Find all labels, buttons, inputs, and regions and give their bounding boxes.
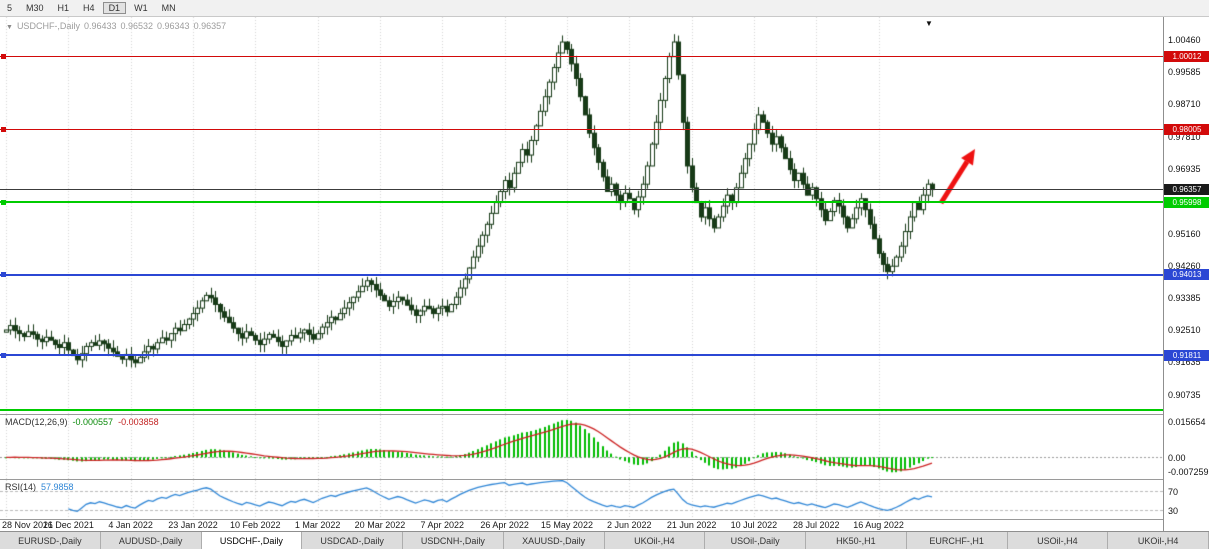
rsi-level-30-label: 30 (1168, 506, 1179, 516)
resistance-line-0-98005-handle[interactable] (1, 126, 6, 132)
support-line-0-95998[interactable] (0, 201, 1163, 204)
resistance-line-0-98005[interactable] (0, 128, 1163, 130)
timeframe-toolbar: 5 M30 H1 H4 D1 W1 MN (0, 0, 1209, 17)
date-label: 26 Apr 2022 (480, 520, 529, 530)
chart-tab-usdcad-daily[interactable]: USDCAD-,Daily (302, 532, 403, 549)
resistance-line-1-00012-handle[interactable] (1, 53, 6, 59)
date-label: 2 Jun 2022 (606, 520, 652, 530)
price-tick-1.00460: 1.00460 (1168, 35, 1201, 46)
macd-name: MACD(12,26,9) (5, 417, 68, 427)
date-label: 23 Jan 2022 (168, 520, 218, 530)
date-label: 16 Aug 2022 (853, 520, 904, 530)
support-line-0-94013-handle[interactable] (1, 272, 6, 278)
chart-tab-ukoil-h4[interactable]: UKOil-,H4 (604, 532, 706, 549)
date-label: 15 May 2022 (540, 520, 593, 530)
date-label: 10 Jul 2022 (730, 520, 778, 530)
price-tick-0.97810: 0.97810 (1168, 131, 1201, 142)
resistance-line-1-00012[interactable] (0, 55, 1163, 57)
price-tick-0.93385: 0.93385 (1168, 293, 1201, 304)
date-label: 28 Nov 2021 (2, 520, 54, 530)
ohlc-high: 0.96532 (120, 21, 154, 31)
date-label: 4 Jan 2022 (108, 520, 153, 530)
rsi-label-row: RSI(14) 57.9858 (5, 482, 79, 492)
rsi-level-70-label: 70 (1168, 487, 1179, 498)
rsi-indicator-canvas[interactable] (0, 480, 1163, 519)
price-chart-canvas[interactable] (0, 17, 1163, 414)
resistance-line-0-98005-price-badge: 0.98005 (1164, 123, 1209, 135)
support-line-0-95998-price-badge: 0.95998 (1164, 196, 1209, 208)
chart-objects-overlay (0, 17, 1163, 414)
macd-axis-zero: 0.00 (1168, 453, 1186, 464)
support-line-0-91811-price-badge: 0.91811 (1164, 349, 1209, 361)
price-axis[interactable]: 0.015654 0.00 -0.007259 70 30 1.00460 0.9… (1163, 17, 1209, 531)
date-axis[interactable]: 28 Nov 2021 16 Dec 2021 4 Jan 2022 23 Jan 2… (0, 520, 1163, 531)
support-line-0-95998-handle[interactable] (1, 199, 6, 205)
chart-tab-eurusd-daily[interactable]: EURUSD-,Daily (0, 532, 101, 549)
timeframe-button-h1[interactable]: H1 (57, 3, 70, 13)
date-label: 28 Jul 2022 (792, 520, 840, 530)
price-tick-0.95160: 0.95160 (1168, 228, 1201, 239)
chart-tab-usdcnh-daily[interactable]: USDCNH-,Daily (403, 532, 504, 549)
current-bid-line[interactable] (0, 188, 1163, 190)
rsi-value: 57.9858 (41, 482, 74, 492)
chart-title-row: ▼ USDCHF-,Daily 0.96433 0.96532 0.96343 0.963… (6, 21, 230, 31)
symbol-tab-bar: EURUSD-,Daily AUDUSD-,Daily USDCHF-,Daily U… (0, 531, 1209, 549)
price-tick-0.94260: 0.94260 (1168, 261, 1201, 272)
chart-tab-ukoil-h4[interactable]: UKOil-,H4 (1108, 532, 1209, 549)
panel-separator-dates (0, 519, 1209, 520)
price-tick-0.90735: 0.90735 (1168, 389, 1201, 400)
date-label: 16 Dec 2021 (42, 520, 94, 530)
macd-label-row: MACD(12,26,9) -0.000557 -0.003858 (5, 417, 164, 427)
current-bid-line-price-badge: 0.96357 (1164, 183, 1209, 195)
macd-signal-value: -0.003858 (118, 417, 159, 427)
date-label: 1 Mar 2022 (294, 520, 341, 530)
chart-tab-hk50-h1[interactable]: HK50-,H1 (806, 532, 907, 549)
date-label: 20 Mar 2022 (354, 520, 406, 530)
support-line-0-91811-handle[interactable] (1, 352, 6, 358)
chart-tab-usdchf-daily[interactable]: USDCHF-,Daily (201, 532, 303, 549)
timeframe-button-mn[interactable]: MN (161, 3, 176, 13)
price-tick-0.96935: 0.96935 (1168, 163, 1201, 174)
panel-separator-rsi[interactable] (0, 479, 1209, 480)
chart-shift-marker-icon[interactable]: ▼ (925, 19, 933, 28)
price-tick-0.99585: 0.99585 (1168, 67, 1201, 78)
macd-axis-max: 0.015654 (1168, 417, 1206, 427)
price-tick-0.92510: 0.92510 (1168, 325, 1201, 336)
support-line-0-94013-price-badge: 0.94013 (1164, 269, 1209, 281)
chart-tab-eurchf-h1[interactable]: EURCHF-,H1 (906, 532, 1008, 549)
timeframe-button-h4[interactable]: H4 (83, 3, 95, 13)
timeframe-button-d1[interactable]: D1 (102, 2, 127, 14)
chart-tab-usoil-h4[interactable]: USOil-,H4 (1007, 532, 1109, 549)
date-label: 7 Apr 2022 (420, 520, 465, 530)
date-label: 10 Feb 2022 (230, 520, 281, 530)
chart-tab-usoil-daily[interactable]: USOil-,Daily (705, 532, 806, 549)
timeframe-button-5[interactable]: 5 (7, 3, 13, 13)
resistance-line-1-00012-price-badge: 1.00012 (1164, 50, 1209, 62)
ohlc-low: 0.96343 (157, 21, 190, 31)
timeframe-button-m30[interactable]: M30 (26, 3, 44, 13)
panel-separator-macd[interactable] (0, 414, 1209, 415)
rsi-name: RSI(14) (5, 482, 37, 492)
support-line-0-91811[interactable] (0, 354, 1163, 357)
date-label: 21 Jun 2022 (666, 520, 717, 530)
ohlc-open: 0.96433 (83, 21, 117, 31)
macd-main-value: -0.000557 (72, 417, 114, 427)
price-tick-0.91635: 0.91635 (1168, 357, 1201, 368)
macd-indicator-canvas[interactable] (0, 415, 1163, 479)
timeframe-button-w1[interactable]: W1 (134, 3, 148, 13)
support-line-0-94013[interactable] (0, 273, 1163, 276)
ohlc-close: 0.96357 (193, 21, 227, 31)
macd-axis-min: -0.007259 (1168, 467, 1209, 477)
chart-tab-audusd-daily[interactable]: AUDUSD-,Daily (100, 532, 202, 549)
chart-symbol-period: USDCHF-,Daily (16, 21, 80, 31)
support-line-lower-green[interactable] (0, 409, 1163, 412)
price-tick-0.98710: 0.98710 (1168, 99, 1201, 110)
one-click-trading-toggle-icon[interactable]: ▼ (6, 24, 13, 31)
chart-tab-xauusd-daily[interactable]: XAUUSD-,Daily (503, 532, 605, 549)
